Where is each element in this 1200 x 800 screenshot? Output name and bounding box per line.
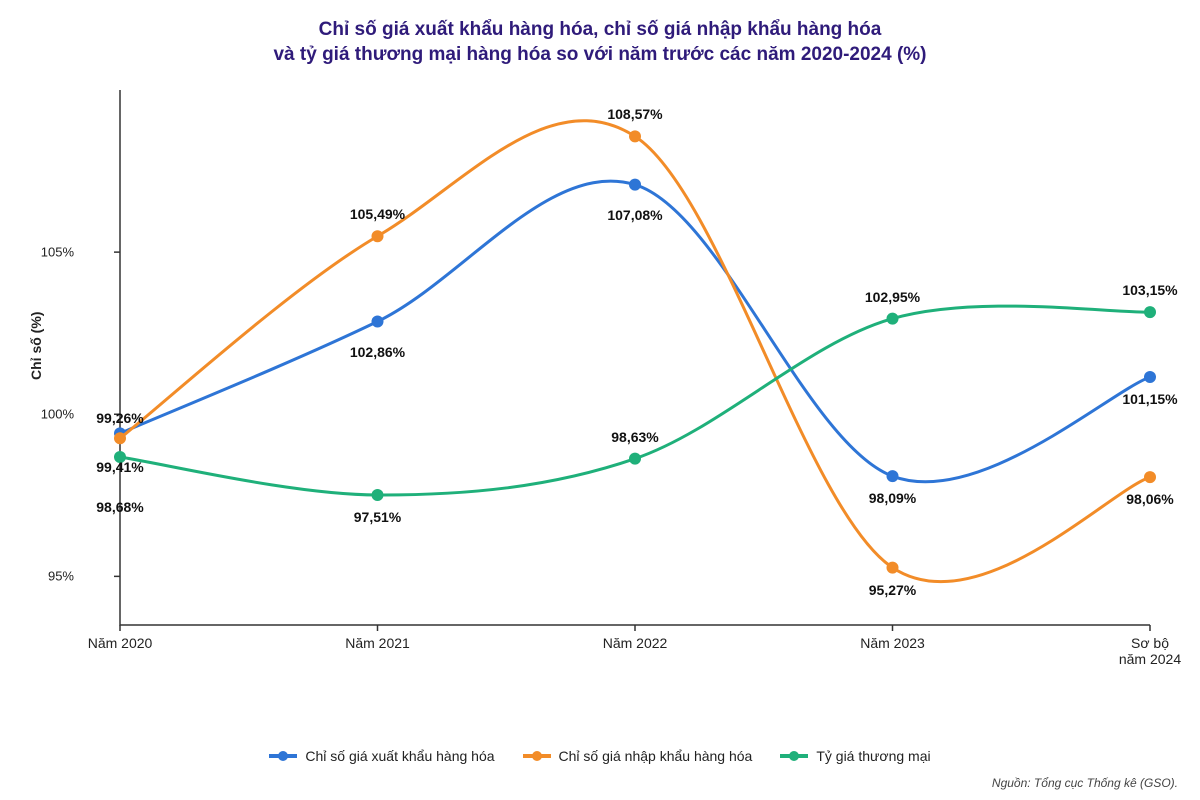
data-label: 107,08% bbox=[607, 207, 662, 223]
x-tick-label: Năm 2021 bbox=[345, 635, 410, 651]
line-chart-svg bbox=[80, 80, 1170, 680]
legend-swatch bbox=[523, 754, 551, 758]
legend-swatch bbox=[269, 754, 297, 758]
legend-item: Chỉ số giá nhập khẩu hàng hóa bbox=[523, 748, 753, 764]
chart-title-line1: Chỉ số giá xuất khẩu hàng hóa, chỉ số gi… bbox=[319, 19, 882, 40]
x-tick-label: Năm 2020 bbox=[88, 635, 153, 651]
data-label: 105,49% bbox=[350, 206, 405, 222]
data-label: 103,15% bbox=[1122, 282, 1177, 298]
y-tick-label: 105% bbox=[24, 245, 74, 260]
data-label: 99,26% bbox=[96, 410, 143, 426]
data-label: 97,51% bbox=[354, 509, 401, 525]
legend-swatch bbox=[780, 754, 808, 758]
data-label: 102,95% bbox=[865, 289, 920, 305]
legend-label: Chỉ số giá xuất khẩu hàng hóa bbox=[305, 748, 494, 764]
legend-label: Chỉ số giá nhập khẩu hàng hóa bbox=[559, 748, 753, 764]
legend-item: Chỉ số giá xuất khẩu hàng hóa bbox=[269, 748, 494, 764]
data-label: 95,27% bbox=[869, 582, 916, 598]
legend: Chỉ số giá xuất khẩu hàng hóa Chỉ số giá … bbox=[0, 748, 1200, 764]
data-label: 108,57% bbox=[607, 106, 662, 122]
legend-label: Tỷ giá thương mại bbox=[816, 748, 930, 764]
x-tick-label: Năm 2023 bbox=[860, 635, 925, 651]
data-label: 102,86% bbox=[350, 344, 405, 360]
chart-title-line2: và tỷ giá thương mại hàng hóa so với năm… bbox=[273, 44, 926, 65]
y-tick-label: 95% bbox=[24, 569, 74, 584]
y-tick-label: 100% bbox=[24, 407, 74, 422]
x-tick-label: Năm 2022 bbox=[603, 635, 668, 651]
source-note: Nguồn: Tổng cục Thống kê (GSO). bbox=[992, 776, 1178, 790]
x-tick-label: Sơ bộ năm 2024 bbox=[1119, 635, 1181, 667]
data-label: 101,15% bbox=[1122, 391, 1177, 407]
y-axis-label: Chỉ số (%) bbox=[28, 312, 44, 380]
data-label: 98,68% bbox=[96, 499, 143, 515]
data-label: 98,63% bbox=[611, 429, 658, 445]
chart-area: 95%100%105%Năm 2020Năm 2021Năm 2022Năm 2… bbox=[80, 80, 1170, 680]
legend-item: Tỷ giá thương mại bbox=[780, 748, 930, 764]
data-label: 98,09% bbox=[869, 490, 916, 506]
data-label: 98,06% bbox=[1126, 491, 1173, 507]
data-label: 99,41% bbox=[96, 459, 143, 475]
